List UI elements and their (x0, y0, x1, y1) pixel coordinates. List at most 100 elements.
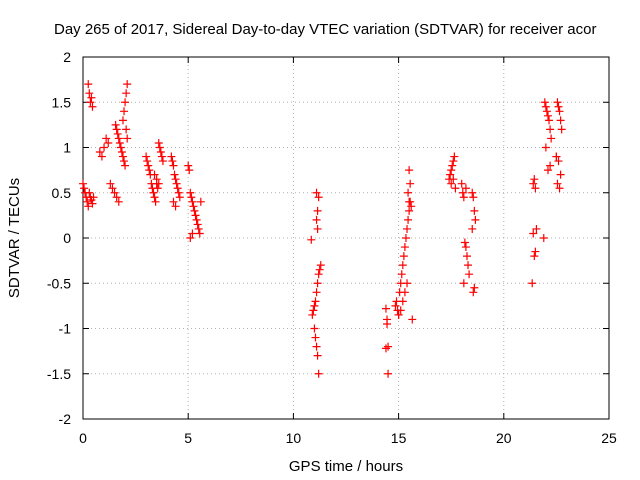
x-axis-label: GPS time / hours (289, 458, 403, 475)
x-tick-label: 15 (391, 430, 407, 446)
data-point (313, 351, 322, 360)
data-point (384, 342, 393, 351)
data-point (195, 229, 204, 238)
data-point (451, 184, 460, 193)
data-point (469, 288, 478, 297)
data-point (312, 288, 321, 297)
data-point (190, 206, 199, 215)
data-point (552, 152, 561, 161)
data-point (461, 243, 470, 252)
data-point (154, 138, 163, 147)
data-point (398, 297, 407, 306)
data-point (113, 129, 122, 138)
data-point (555, 107, 564, 116)
data-point (404, 188, 413, 197)
data-point (405, 166, 414, 175)
data-point (175, 193, 184, 202)
data-point (408, 315, 417, 324)
data-point (530, 175, 539, 184)
y-tick-label: -1.5 (47, 366, 71, 382)
data-point (112, 125, 121, 134)
data-point (470, 283, 479, 292)
data-point (543, 111, 552, 120)
data-point (469, 193, 478, 202)
data-point (460, 238, 469, 247)
data-point (83, 197, 92, 206)
data-point (557, 125, 566, 134)
data-point (459, 279, 468, 288)
data-point (95, 148, 104, 157)
data-point (468, 224, 477, 233)
data-point (556, 170, 565, 179)
data-point (405, 197, 414, 206)
data-point (188, 229, 197, 238)
data-point (123, 134, 132, 143)
data-point (120, 157, 129, 166)
data-point (450, 152, 459, 161)
x-tick-label: 5 (184, 430, 192, 446)
data-point (307, 235, 316, 244)
data-point (397, 270, 406, 279)
data-point (142, 152, 151, 161)
data-point (459, 193, 468, 202)
data-point (84, 80, 93, 89)
data-point (471, 215, 480, 224)
data-point (404, 215, 413, 224)
data-point (315, 265, 324, 274)
data-points (79, 80, 566, 378)
data-point (396, 306, 405, 315)
data-point (97, 152, 106, 161)
x-tick-label: 25 (601, 430, 617, 446)
data-point (152, 175, 161, 184)
data-point (311, 333, 320, 342)
data-point (403, 224, 412, 233)
data-point (153, 184, 162, 193)
data-point (194, 224, 203, 233)
data-point (187, 193, 196, 202)
data-point (170, 170, 179, 179)
data-point (158, 157, 167, 166)
data-point (115, 138, 124, 147)
y-tick-label: 1 (63, 140, 71, 156)
data-point (120, 107, 129, 116)
data-point (540, 98, 549, 107)
data-point (468, 188, 477, 197)
data-point (122, 125, 131, 134)
data-point (89, 193, 98, 202)
data-point (539, 234, 548, 242)
data-point (79, 179, 87, 188)
data-point (186, 188, 195, 197)
data-point (448, 161, 457, 170)
data-point (116, 143, 125, 152)
data-point (149, 188, 158, 197)
data-point (462, 252, 471, 261)
data-point (401, 234, 410, 242)
data-point (172, 179, 181, 188)
data-point (470, 206, 479, 215)
data-point (169, 161, 178, 170)
data-point (122, 89, 131, 98)
data-point (406, 179, 415, 188)
data-point (312, 215, 321, 224)
data-point (121, 98, 130, 107)
data-point (150, 193, 159, 202)
y-axis-label: SDTVAR / TECUs (6, 178, 23, 298)
data-point (157, 152, 166, 161)
data-point (394, 310, 403, 319)
data-point (545, 116, 554, 125)
data-point (400, 288, 409, 297)
data-point (151, 197, 160, 206)
data-point (106, 179, 115, 188)
data-point (446, 170, 455, 179)
data-point (314, 193, 323, 202)
data-point (84, 202, 93, 211)
data-point (310, 301, 319, 310)
data-point (156, 148, 165, 157)
x-tick-label: 20 (496, 430, 512, 446)
y-tick-label: 0.5 (52, 185, 72, 201)
data-point (547, 134, 556, 143)
data-point (171, 175, 180, 184)
data-point (447, 179, 456, 188)
data-point (312, 188, 321, 197)
grid-lines (83, 57, 609, 419)
